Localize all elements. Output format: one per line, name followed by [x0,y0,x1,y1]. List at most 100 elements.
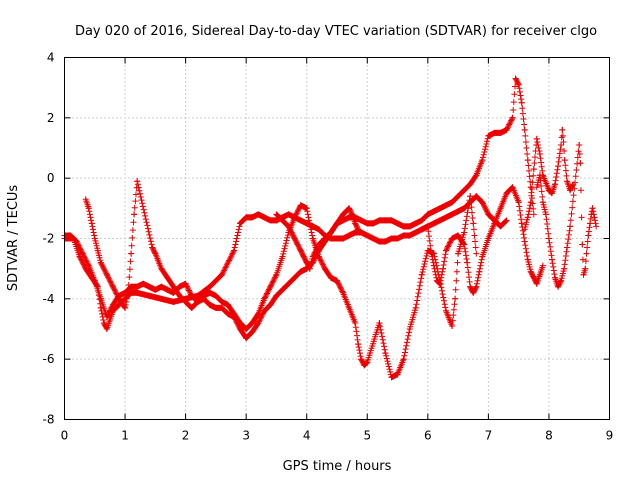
data-point [103,270,110,277]
data-point [453,268,460,275]
data-point [521,121,528,128]
data-point [266,286,272,293]
data-point [126,274,133,281]
data-point [530,211,537,218]
data-point [582,265,589,272]
data-point [539,167,546,174]
x-tick-label: 8 [545,429,553,443]
data-point [135,184,142,191]
data-point [111,286,118,293]
data-point [112,287,118,294]
data-point [402,349,408,356]
data-point [564,240,571,247]
data-point [526,167,532,174]
data-point [131,211,138,218]
data-point [556,150,563,157]
data-point [99,310,105,317]
data-point [551,271,558,278]
data-point [430,259,437,266]
data-point [318,259,325,265]
data-point [404,339,410,346]
data-point [236,223,243,230]
data-point [549,260,556,267]
data-point [355,226,362,233]
data-point [526,205,533,212]
data-point [138,197,145,204]
data-point [230,249,237,255]
data-point [281,245,288,252]
data-point [306,217,313,224]
data-point [137,190,144,197]
data-point [543,216,550,223]
data-point [512,83,518,90]
data-point [219,270,226,277]
data-point [304,208,311,215]
data-point [504,125,511,132]
data-point [264,290,270,297]
data-point [124,292,131,299]
data-point [86,208,93,215]
data-point [355,341,362,348]
data-point [475,274,482,281]
data-point [310,252,317,259]
data-point [381,346,388,353]
data-point [566,227,573,234]
data-point [315,253,322,260]
data-point [354,336,361,343]
data-point [438,274,445,281]
data-point [461,245,468,252]
data-point [565,236,572,243]
data-point [418,271,425,278]
data-point [282,242,289,249]
data-point [446,240,453,247]
data-point [357,353,364,360]
data-point [483,207,490,214]
data-point [282,240,289,247]
data-point [593,223,600,230]
data-point [476,268,483,275]
data-point [114,291,120,298]
data-point [317,256,324,263]
data-point [319,261,326,268]
data-point [474,277,481,284]
data-point [102,269,109,275]
data-point [471,232,478,239]
data-point [420,266,427,273]
data-point [338,287,345,294]
data-point [462,248,469,255]
data-point [226,256,233,263]
data-point [379,336,386,343]
data-point [380,340,387,347]
data-point [304,211,311,218]
data-point [478,256,485,263]
data-point [524,151,531,157]
data-point [579,241,586,248]
data-point [536,148,543,154]
data-point [468,204,475,211]
data-point [221,267,228,274]
data-point [560,139,567,145]
data-point [480,151,487,158]
data-point [147,238,154,245]
data-point [503,126,510,133]
data-point [441,297,447,304]
data-point [418,275,425,282]
data-point [480,154,486,161]
data-point [473,280,480,287]
data-point [472,285,479,291]
data-point [564,244,571,251]
data-point [139,200,146,207]
data-point [537,155,544,162]
data-point [357,350,363,357]
data-point [443,247,449,254]
data-point [79,250,86,257]
data-point [549,256,555,263]
data-point [484,208,490,215]
data-point [569,198,576,205]
x-tick-label: 9 [606,429,614,443]
data-point [480,200,486,207]
data-point [506,120,513,127]
data-point [562,257,569,264]
data-point [295,206,302,213]
data-point [80,261,87,268]
